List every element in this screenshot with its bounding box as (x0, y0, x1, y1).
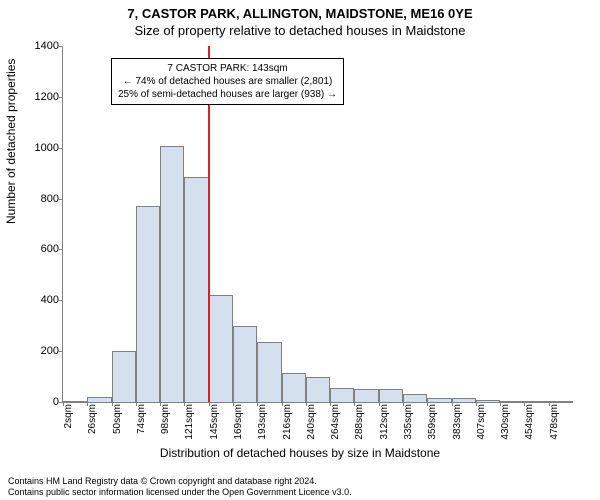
histogram-bar (233, 326, 257, 402)
histogram-bar (354, 389, 378, 402)
x-tick: 98sqm (160, 402, 171, 434)
histogram-bar (306, 377, 330, 402)
histogram-bar (379, 389, 403, 402)
histogram-bar (112, 351, 136, 402)
x-tick: 288sqm (354, 402, 365, 440)
x-tick: 121sqm (184, 402, 195, 440)
x-tick: 240sqm (306, 402, 317, 440)
callout-line2: ← 74% of detached houses are smaller (2,… (118, 75, 337, 88)
histogram-bar (330, 388, 354, 402)
y-axis-label: Number of detached properties (4, 59, 18, 224)
x-tick: 454sqm (524, 402, 535, 440)
address-title: 7, CASTOR PARK, ALLINGTON, MAIDSTONE, ME… (0, 0, 600, 21)
x-tick: 264sqm (330, 402, 341, 440)
x-tick: 407sqm (476, 402, 487, 440)
x-tick: 312sqm (379, 402, 390, 440)
x-tick: 193sqm (257, 402, 268, 440)
footer-line2: Contains public sector information licen… (8, 487, 352, 498)
x-tick: 335sqm (403, 402, 414, 440)
footer-line1: Contains HM Land Registry data © Crown c… (8, 476, 352, 487)
x-tick: 74sqm (136, 402, 147, 434)
subtitle: Size of property relative to detached ho… (0, 21, 600, 38)
x-tick: 383sqm (452, 402, 463, 440)
histogram-chart: 02004006008001000120014002sqm26sqm50sqm7… (62, 46, 573, 403)
histogram-bar (136, 206, 160, 402)
x-tick: 478sqm (549, 402, 560, 440)
x-tick: 430sqm (500, 402, 511, 440)
x-tick: 216sqm (282, 402, 293, 440)
x-axis-label: Distribution of detached houses by size … (0, 446, 600, 460)
x-tick: 359sqm (427, 402, 438, 440)
callout-line3: 25% of semi-detached houses are larger (… (118, 88, 337, 101)
histogram-bar (184, 177, 208, 402)
callout-box: 7 CASTOR PARK: 143sqm← 74% of detached h… (111, 58, 344, 105)
callout-line1: 7 CASTOR PARK: 143sqm (118, 62, 337, 75)
histogram-bar (160, 146, 184, 402)
x-tick: 145sqm (209, 402, 220, 440)
histogram-bar (209, 295, 233, 402)
histogram-bar (403, 394, 427, 402)
histogram-bar (257, 342, 281, 402)
histogram-bar (282, 373, 306, 402)
x-tick: 50sqm (112, 402, 123, 434)
x-tick: 169sqm (233, 402, 244, 440)
x-tick: 26sqm (87, 402, 98, 434)
x-tick: 2sqm (63, 402, 74, 428)
footer-text: Contains HM Land Registry data © Crown c… (8, 476, 352, 499)
